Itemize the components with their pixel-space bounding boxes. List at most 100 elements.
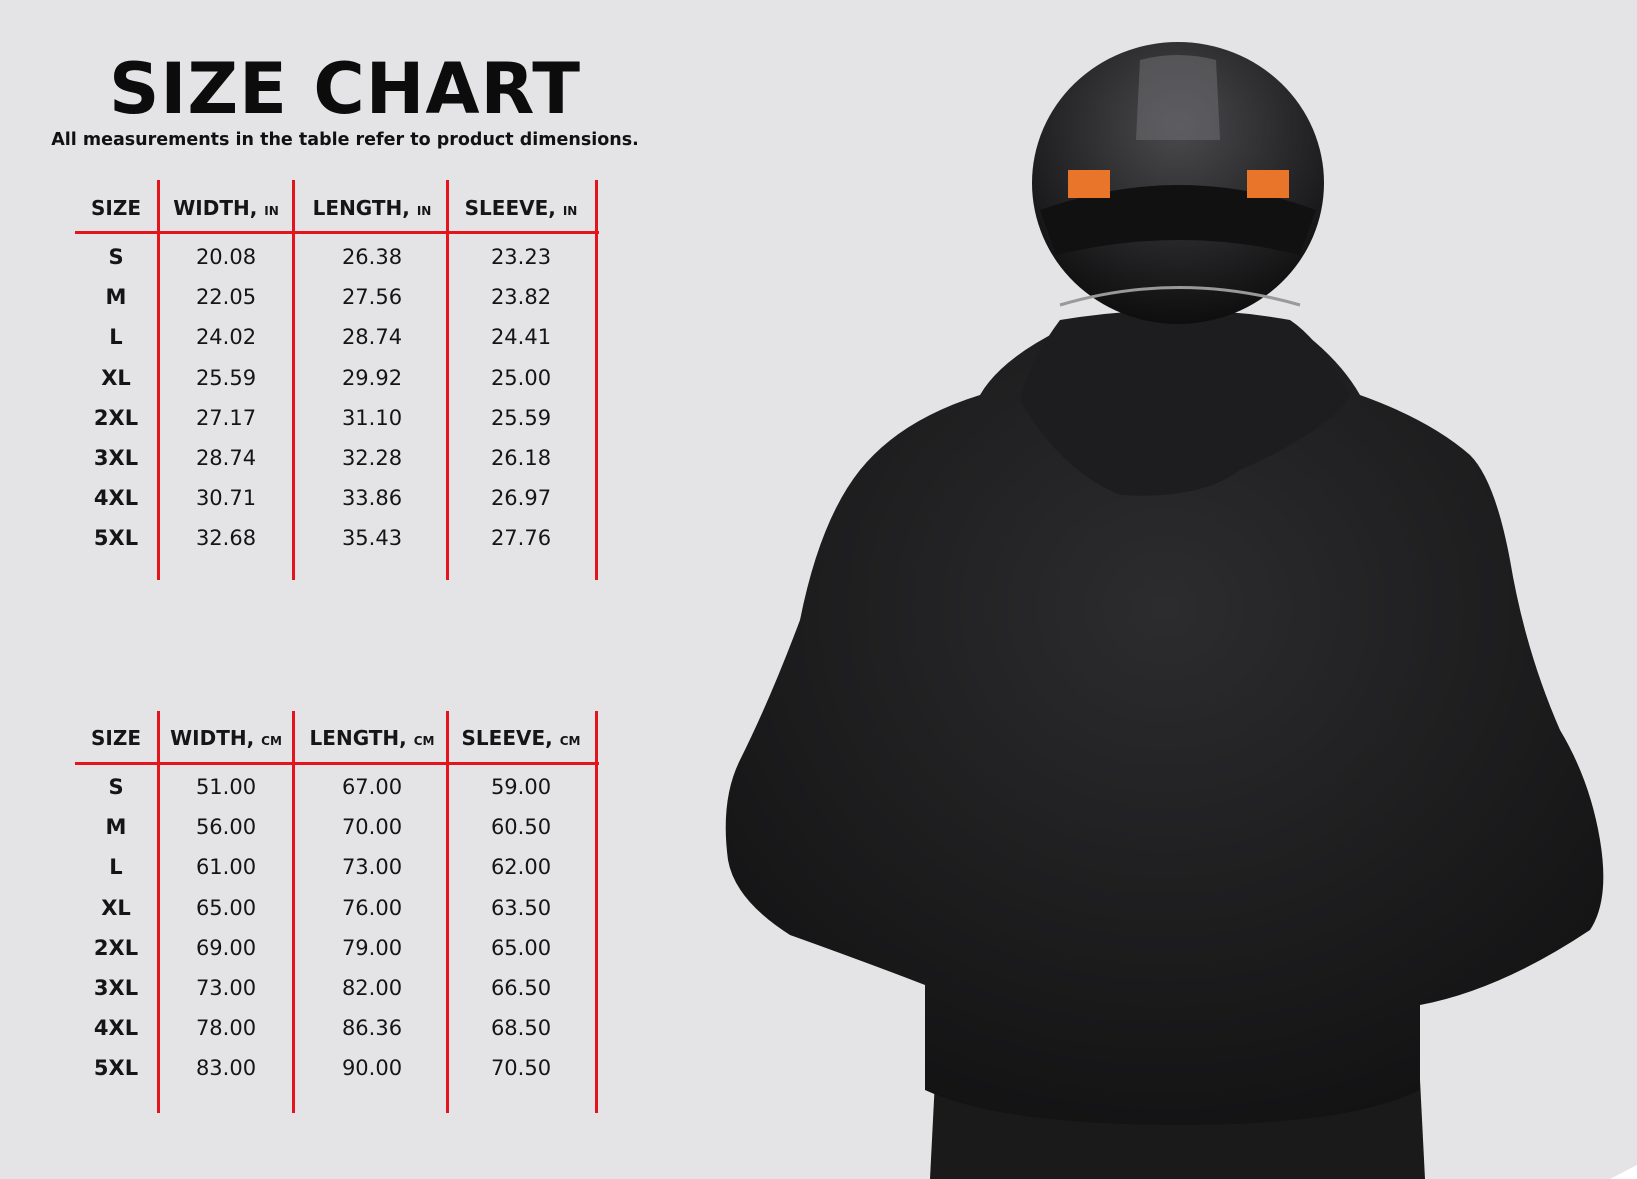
measurement-value: 28.74 (195, 446, 257, 470)
column-header: WIDTH, CM (170, 726, 282, 750)
size-label: XL (101, 365, 131, 390)
measurement-value: 26.38 (341, 245, 403, 269)
helmet-reflector-left (1068, 170, 1110, 198)
measurement-value: 33.86 (341, 486, 403, 511)
column-divider (292, 711, 295, 1113)
measurement-value: 60.50 (490, 815, 552, 840)
size-label: 3XL (93, 446, 139, 470)
column-divider (157, 711, 160, 1113)
header-divider (75, 231, 599, 234)
measurement-value: 27.76 (490, 526, 552, 551)
measurement-value: 26.97 (490, 486, 552, 511)
column-header-unit: CM (559, 734, 581, 748)
size-label: 2XL (93, 935, 139, 960)
measurement-value: 31.10 (341, 405, 403, 430)
measurement-value: 61.00 (195, 855, 257, 880)
measurement-value: 59.00 (490, 775, 552, 799)
column-header-label: LENGTH, (312, 196, 410, 220)
measurement-value: 78.00 (195, 1016, 257, 1041)
measurement-value: 29.92 (341, 365, 403, 390)
measurement-value: 32.68 (195, 526, 257, 551)
column-header-label: LENGTH, (309, 726, 407, 750)
column-header: SIZE (91, 726, 141, 750)
hoodie (725, 330, 1604, 1125)
size-label: M (105, 815, 127, 840)
measurement-value: 51.00 (195, 775, 257, 799)
measurement-value: 73.00 (341, 855, 403, 880)
column-header: LENGTH, IN (313, 196, 432, 220)
measurement-value: 82.00 (341, 976, 403, 1000)
column-header: SIZE (91, 196, 141, 220)
measurement-value: 25.59 (490, 405, 552, 430)
column-header-unit: IN (562, 204, 578, 218)
measurement-value: 90.00 (341, 1056, 403, 1081)
measurement-value: 28.74 (341, 325, 403, 350)
measurement-value: 69.00 (195, 935, 257, 960)
measurement-value: 23.82 (490, 285, 552, 310)
column-header: SLEEVE, IN (465, 196, 578, 220)
column-divider (157, 180, 160, 580)
measurement-value: 65.00 (195, 895, 257, 920)
measurement-value: 68.50 (490, 1016, 552, 1041)
column-header-unit: IN (264, 204, 279, 218)
column-header-label: SIZE (90, 726, 142, 750)
column-header-unit: IN (416, 204, 432, 218)
measurement-value: 25.59 (195, 365, 257, 390)
column-header-label: SLEEVE, (461, 726, 553, 750)
column-header-unit: CM (261, 734, 282, 748)
hood (1020, 310, 1350, 496)
column-header: SLEEVE, CM (462, 726, 581, 750)
header-divider (75, 762, 599, 765)
measurement-value: 24.02 (195, 325, 257, 350)
column-divider (595, 180, 598, 580)
measurement-value: 27.17 (195, 405, 257, 430)
measurement-value: 30.71 (195, 486, 257, 511)
size-label: S (108, 775, 124, 799)
page-title: SIZE CHART (108, 48, 582, 130)
size-label: 5XL (93, 1056, 139, 1081)
measurement-value: 24.41 (490, 325, 552, 350)
size-label: 5XL (93, 526, 139, 551)
column-divider (446, 711, 449, 1113)
size-label: XL (101, 895, 131, 920)
measurement-value: 66.50 (490, 976, 552, 1000)
helmet (1032, 42, 1324, 324)
measurement-value: 70.00 (341, 815, 403, 840)
measurement-value: 63.50 (490, 895, 552, 920)
measurement-value: 22.05 (195, 285, 257, 310)
size-label: 4XL (93, 1016, 139, 1041)
size-label: M (105, 285, 127, 310)
measurement-value: 67.00 (341, 775, 403, 799)
size-label: 3XL (93, 976, 139, 1000)
measurement-value: 25.00 (490, 365, 552, 390)
measurement-value: 65.00 (490, 935, 552, 960)
column-header-label: WIDTH, (173, 196, 258, 220)
measurement-value: 26.18 (490, 446, 552, 470)
column-header-label: SLEEVE, (464, 196, 556, 220)
measurement-value: 79.00 (341, 935, 403, 960)
page-subtitle: All measurements in the table refer to p… (51, 130, 639, 150)
measurement-value: 27.56 (341, 285, 403, 310)
column-divider (292, 180, 295, 580)
measurement-value: 35.43 (341, 526, 403, 551)
size-label: S (108, 245, 124, 269)
column-divider (446, 180, 449, 580)
size-label: L (109, 325, 123, 350)
column-header: LENGTH, CM (310, 726, 435, 750)
measurement-value: 76.00 (341, 895, 403, 920)
column-header-label: SIZE (90, 196, 142, 220)
column-divider (595, 711, 598, 1113)
size-label: 4XL (93, 486, 139, 511)
measurement-value: 86.36 (341, 1016, 403, 1041)
measurement-value: 62.00 (490, 855, 552, 880)
column-header-unit: CM (413, 734, 435, 748)
measurement-value: 23.23 (490, 245, 552, 269)
column-header: WIDTH, IN (173, 196, 279, 220)
measurement-value: 83.00 (195, 1056, 257, 1081)
size-label: L (109, 855, 123, 880)
measurement-value: 56.00 (195, 815, 257, 840)
column-header-label: WIDTH, (170, 726, 255, 750)
measurement-value: 73.00 (195, 976, 257, 1000)
measurement-value: 32.28 (341, 446, 403, 470)
